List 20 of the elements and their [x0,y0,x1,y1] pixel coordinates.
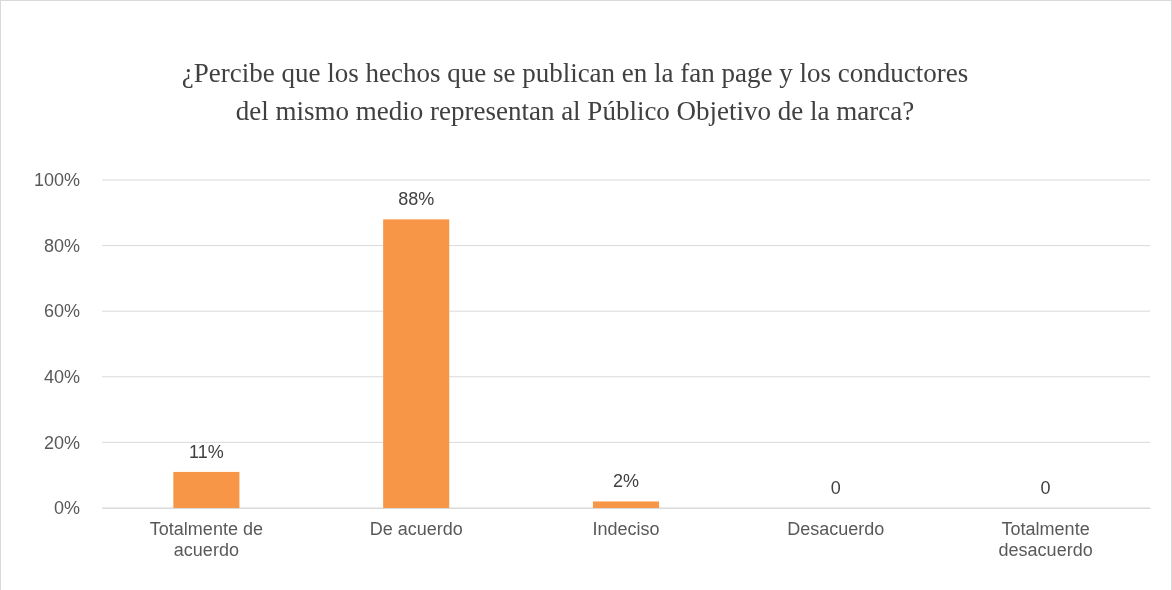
bar [592,501,660,508]
data-label: 0 [830,478,841,498]
data-label: 11% [189,441,224,462]
y-tick-label: 100% [33,170,80,191]
x-tick-label: Totalmente de acuerdo [149,518,263,561]
chart-title: ¿Percibe que los hechos que se publican en la fan page y los conductores del mismo medio representan al Público Objetivo de la marca? [181,58,969,126]
x-tick-label: Indeciso [592,518,660,539]
x-tick-label: Totalmente desacuerdo [998,518,1093,561]
bar [173,471,240,508]
x-tick-label: De acuerdo [369,518,463,539]
x-tick-label: Desacuerdo [787,518,885,539]
data-label: 0 [1040,478,1051,498]
y-tick-label: 20% [43,432,80,453]
data-label: 88% [398,189,435,210]
bar [383,219,450,508]
y-tick-label: 40% [43,367,80,388]
y-tick-label: 0% [53,498,80,519]
y-tick-label: 60% [43,301,80,322]
y-tick-label: 80% [43,235,80,256]
data-label: 2% [612,471,640,492]
